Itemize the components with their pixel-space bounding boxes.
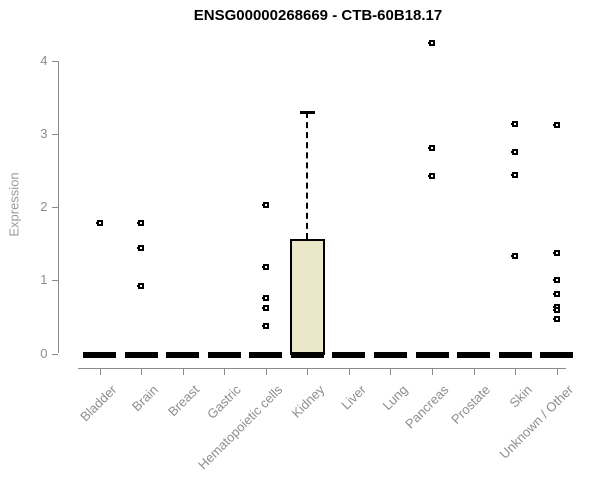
outlier-point <box>137 245 145 252</box>
x-category-label: Prostate <box>448 382 494 427</box>
y-tick <box>51 134 58 136</box>
median-bar <box>373 352 407 358</box>
chart-title: ENSG00000268669 - CTB-60B18.17 <box>193 7 443 24</box>
x-tick <box>307 368 309 375</box>
median-bar <box>249 352 283 358</box>
x-category-label: Breast <box>165 382 203 420</box>
x-tick <box>265 368 267 375</box>
y-tick-label: 0 <box>40 345 48 361</box>
x-category-label: Brain <box>128 382 161 415</box>
outlier-point <box>511 149 519 156</box>
x-category-label: Pancreas <box>402 382 452 432</box>
x-category-label: Unknown / Other <box>496 382 577 462</box>
outlier-point <box>552 291 560 298</box>
outlier-point <box>428 145 436 152</box>
median-bar <box>498 352 532 358</box>
y-tick <box>51 280 58 282</box>
outlier-point <box>261 202 269 209</box>
x-tick <box>390 368 392 375</box>
median-bar <box>166 352 200 358</box>
median-bar <box>540 352 574 358</box>
y-tick-label: 3 <box>40 126 48 142</box>
x-tick <box>99 368 101 375</box>
x-category-label: Kidney <box>288 382 327 421</box>
outlier-point <box>261 263 269 270</box>
outlier-point <box>552 316 560 323</box>
y-tick-label: 2 <box>40 199 48 215</box>
x-category-label: Skin <box>506 382 535 411</box>
outlier-point <box>552 307 560 314</box>
outlier-point <box>261 294 269 301</box>
x-tick <box>182 368 184 375</box>
median-bar <box>124 352 158 358</box>
median-bar <box>207 352 241 358</box>
x-tick <box>141 368 143 375</box>
whisker-cap <box>299 111 315 115</box>
box-iqr <box>289 239 325 356</box>
outlier-point <box>428 172 436 179</box>
outlier-point <box>511 120 519 127</box>
outlier-point <box>261 305 269 312</box>
outlier-point <box>552 249 560 256</box>
y-tick <box>51 353 58 355</box>
median-bar <box>290 352 324 358</box>
median-bar <box>457 352 491 358</box>
y-tick <box>51 61 58 63</box>
median-bar <box>83 352 116 358</box>
y-tick <box>51 207 58 209</box>
outlier-point <box>428 39 436 46</box>
outlier-point <box>95 220 103 227</box>
x-axis-line <box>78 368 566 369</box>
outlier-point <box>511 252 519 259</box>
x-category-label: Liver <box>337 382 369 413</box>
whisker-line <box>306 112 309 240</box>
x-tick <box>473 368 475 375</box>
outlier-point <box>511 172 519 179</box>
outlier-point <box>137 283 145 290</box>
outlier-point <box>137 220 145 227</box>
median-bar <box>415 352 449 358</box>
x-tick <box>224 368 226 375</box>
x-tick <box>348 368 350 375</box>
x-category-label: Lung <box>379 382 411 414</box>
x-tick <box>432 368 434 375</box>
y-tick-label: 4 <box>40 53 48 69</box>
y-axis-line <box>57 61 59 354</box>
x-tick <box>515 368 517 375</box>
outlier-point <box>261 323 269 330</box>
outlier-point <box>552 277 560 284</box>
x-tick <box>556 368 558 375</box>
outlier-point <box>552 122 560 129</box>
y-tick-label: 1 <box>40 272 48 288</box>
x-category-label: Bladder <box>76 382 120 425</box>
median-bar <box>332 352 366 358</box>
x-category-label: Gastric <box>204 382 244 422</box>
